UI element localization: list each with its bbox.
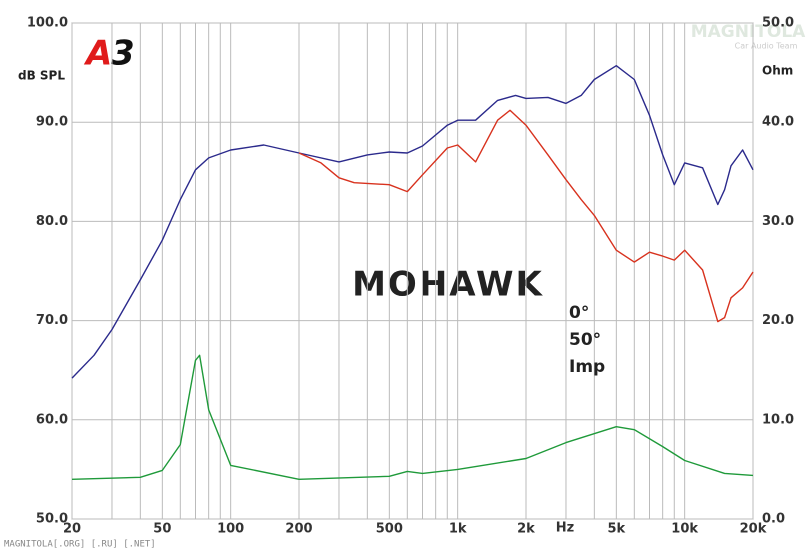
x-tick-label: 100	[217, 522, 244, 537]
x-tick-label: 500	[376, 522, 403, 537]
x-tick-label: 50	[153, 522, 171, 537]
series-line	[298, 109, 754, 323]
x-axis-label: Hz	[556, 521, 574, 536]
footer: MAGNITOLA[.ORG] [.RU] [.NET]	[4, 540, 156, 550]
x-tick-label: 20k	[740, 522, 767, 537]
y2-tick-label: 40.0	[762, 115, 794, 130]
x-tick-label: 20	[63, 522, 81, 537]
legend-label: 0°	[569, 303, 589, 323]
y-tick-label: 60.0	[36, 412, 68, 427]
y2-tick-label: 10.0	[762, 412, 794, 427]
watermark: MAGNITOLA	[691, 22, 806, 42]
y-tick-label: 90.0	[36, 115, 68, 130]
logo-3: 3	[111, 34, 135, 74]
chart-title: MOHAWK	[352, 265, 544, 305]
x-tick-label: 2k	[517, 522, 535, 537]
y2-tick-label: 20.0	[762, 313, 794, 328]
y-tick-label: 80.0	[36, 214, 68, 229]
y-tick-label: 50.0	[36, 512, 68, 527]
watermark-sub: Car Audio Team	[735, 42, 798, 51]
series-line	[71, 64, 754, 379]
y-tick-label: 100.0	[27, 16, 68, 31]
y2-axis-label: Ohm	[762, 64, 793, 78]
y2-tick-label: 0.0	[762, 512, 785, 527]
x-tick-label: 5k	[607, 522, 625, 537]
y-tick-label: 70.0	[36, 313, 68, 328]
x-tick-label: 200	[285, 522, 312, 537]
x-tick-label: 10k	[671, 522, 698, 537]
series-line	[71, 354, 754, 480]
y2-tick-label: 50.0	[762, 16, 794, 31]
y2-tick-label: 30.0	[762, 214, 794, 229]
legend-label: Imp	[569, 357, 605, 377]
x-tick-label: 1k	[449, 522, 467, 537]
legend-label: 50°	[569, 330, 601, 350]
y-axis-label: dB SPL	[18, 69, 65, 83]
logo-a: A	[83, 34, 112, 74]
